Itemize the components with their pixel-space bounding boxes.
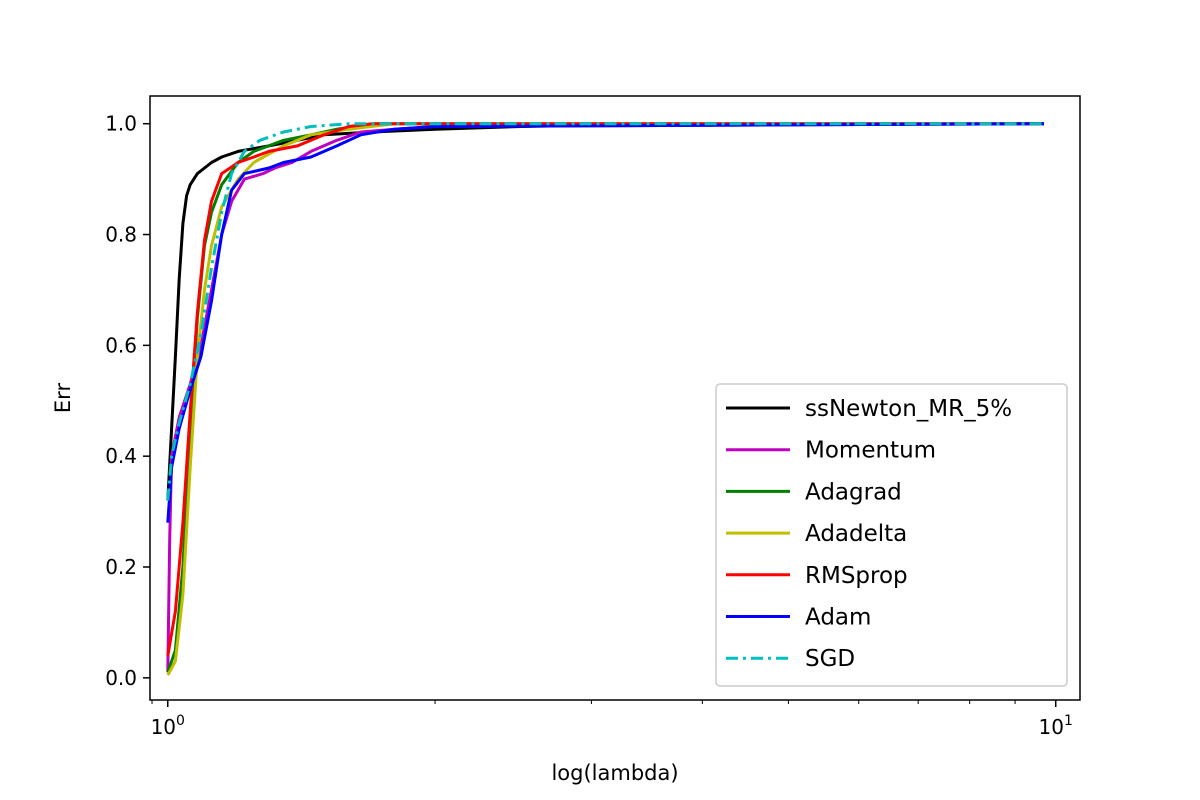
- series-line-adam: [166, 122, 1045, 523]
- x-axis: 100 101: [151, 700, 1073, 739]
- plot-area: [166, 122, 1045, 676]
- y-axis-label: Err: [51, 383, 75, 414]
- legend: ssNewton_MR_5% Momentum Adagrad Adadelta RMS…: [715, 383, 1068, 687]
- y-tick-label: 0.2: [105, 555, 137, 579]
- y-tick-label: 0.8: [105, 223, 137, 247]
- y-axis: 0.0 0.2 0.4 0.6 0.8 1.0: [105, 112, 150, 690]
- legend-label: ssNewton_MR_5%: [805, 396, 1012, 422]
- x-axis-label: log(lambda): [551, 761, 678, 785]
- legend-label: RMSprop: [805, 563, 908, 589]
- y-tick-label: 0.4: [105, 444, 137, 468]
- x-tick-label: 101: [1039, 713, 1073, 739]
- axes-frame: [149, 95, 1081, 701]
- x-tick-label: 100: [151, 713, 185, 739]
- legend-label: Momentum: [805, 438, 936, 464]
- y-tick-label: 0.0: [105, 666, 137, 690]
- series-line-sgd: [166, 122, 1044, 501]
- legend-box: [715, 383, 1068, 687]
- series-line-rmsprop: [166, 122, 1044, 656]
- legend-label: Adam: [805, 605, 871, 631]
- y-tick-label: 1.0: [105, 112, 137, 136]
- y-tick-label: 0.6: [105, 333, 137, 357]
- series-line-momentum: [166, 122, 1045, 673]
- legend-label: Adagrad: [805, 479, 902, 505]
- legend-label: SGD: [805, 646, 855, 672]
- legend-label: Adadelta: [805, 521, 907, 547]
